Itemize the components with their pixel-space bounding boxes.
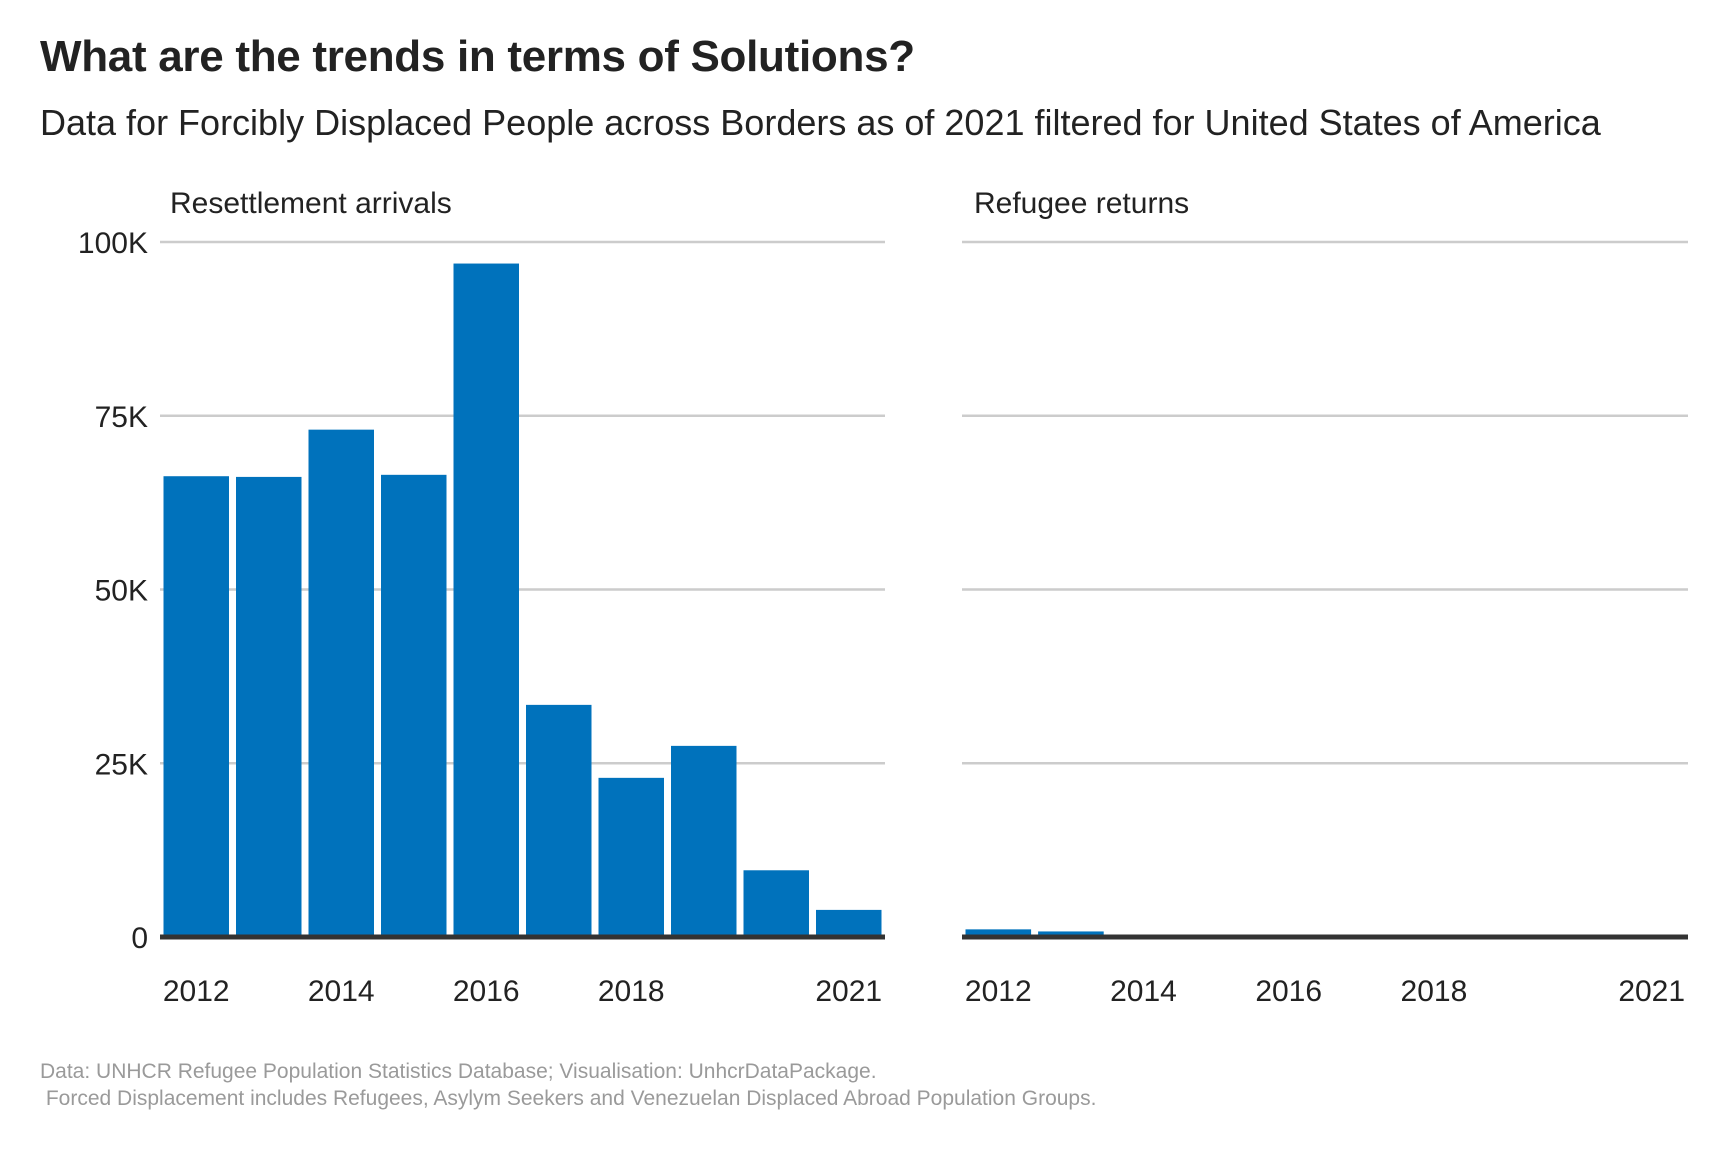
bar-2017 <box>526 704 592 937</box>
x-tick-label: 2016 <box>1255 975 1322 1008</box>
x-tick-label: 2012 <box>163 975 230 1008</box>
bar-2012 <box>965 929 1032 937</box>
bar-2012 <box>163 476 229 937</box>
bar-2020 <box>743 870 809 937</box>
y-tick-label: 50K <box>95 575 148 608</box>
bar-2013 <box>1038 931 1104 937</box>
bar-2015 <box>381 474 447 937</box>
bar-2016 <box>453 263 519 937</box>
panel-title: Resettlement arrivals <box>170 187 452 220</box>
bar-2013 <box>236 476 302 937</box>
x-tick-label: 2014 <box>1110 975 1177 1008</box>
caption-source: Data: UNHCR Refugee Population Statistic… <box>40 1060 877 1083</box>
chart-title: What are the trends in terms of Solution… <box>40 32 915 81</box>
bar-2019 <box>671 745 737 937</box>
x-tick-label: 2014 <box>308 975 375 1008</box>
bar-2014 <box>308 429 374 937</box>
bar-2018 <box>598 777 664 937</box>
panel-title: Refugee returns <box>974 187 1189 220</box>
bar-2021 <box>816 909 882 937</box>
x-tick-label: 2016 <box>453 975 520 1008</box>
panel-resettlement-arrivals: Resettlement arrivals 0 25K 50K 75K 100K 2012… <box>78 187 885 1008</box>
caption-note: Forced Displacement includes Refugees, A… <box>40 1087 1097 1110</box>
x-tick-label: 2021 <box>815 975 882 1008</box>
panel-refugee-returns: Refugee returns 2012 2014 2016 2018 2021 <box>962 187 1688 1008</box>
x-tick-label: 2021 <box>1618 975 1685 1008</box>
y-tick-label: 0 <box>131 922 148 955</box>
x-tick-label: 2012 <box>965 975 1032 1008</box>
x-tick-label: 2018 <box>598 975 665 1008</box>
chart-area: Resettlement arrivals 0 25K 50K 75K 100K 2012… <box>78 187 1688 1008</box>
x-tick-label: 2018 <box>1401 975 1468 1008</box>
chart-subtitle: Data for Forcibly Displaced People acros… <box>40 102 1601 143</box>
y-tick-label: 25K <box>95 748 148 781</box>
y-tick-label: 100K <box>78 227 148 260</box>
y-tick-label: 75K <box>95 401 148 434</box>
